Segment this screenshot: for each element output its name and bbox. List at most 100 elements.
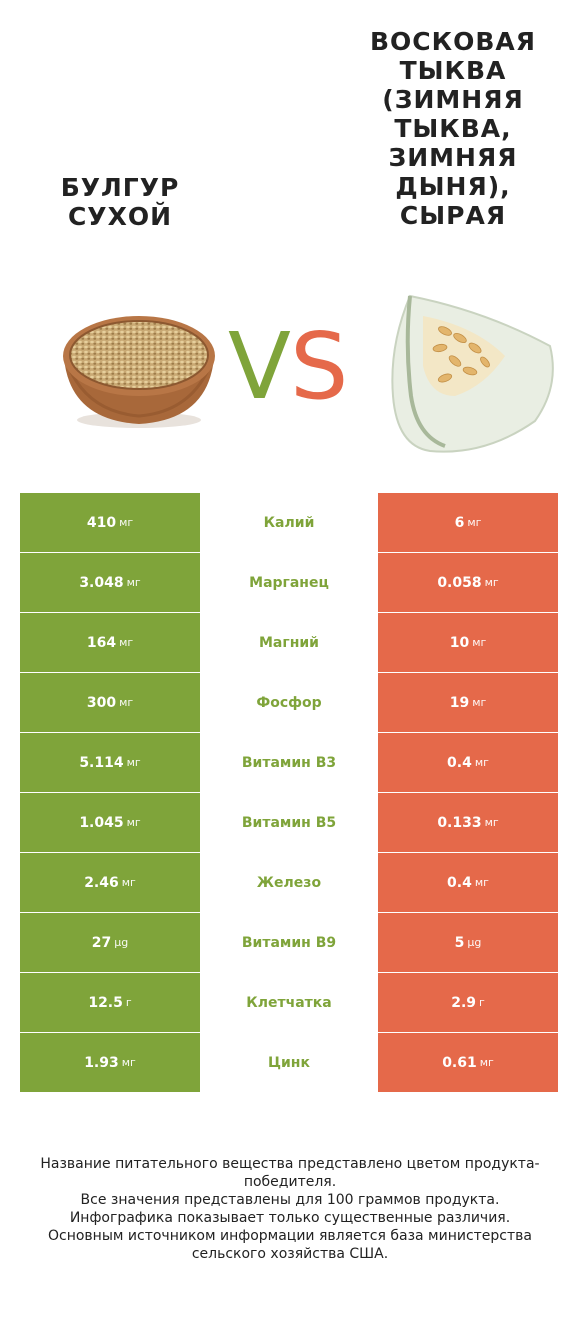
bulgur-bowl-image <box>63 316 215 428</box>
right-unit: мг <box>467 516 482 529</box>
nutrient-name: Калий <box>200 493 378 553</box>
row-separator <box>20 612 558 613</box>
right-value-cell: 0.133 мг <box>378 793 558 852</box>
left-value-cell: 1.93 мг <box>20 1033 200 1092</box>
left-value: 164 <box>86 634 117 651</box>
left-value-cell: 1.045 мг <box>20 793 200 852</box>
left-value-cell: 27 µg <box>20 913 200 972</box>
left-value: 12.5 <box>88 994 123 1011</box>
left-value-cell: 5.114 мг <box>20 733 200 792</box>
left-value-cell: 300 мг <box>20 673 200 732</box>
right-unit: µg <box>467 936 482 949</box>
right-value-cell: 0.61 мг <box>378 1033 558 1092</box>
table-row: 2.46 мг Железо 0.4 мг <box>20 853 558 913</box>
nutrient-name: Витамин B9 <box>200 913 378 973</box>
table-row: 1.93 мг Цинк 0.61 мг <box>20 1033 558 1093</box>
left-value: 300 <box>86 694 117 711</box>
right-value-cell: 19 мг <box>378 673 558 732</box>
left-unit: мг <box>119 636 134 649</box>
right-value: 0.4 <box>447 874 472 891</box>
nutrient-name: Магний <box>200 613 378 673</box>
left-value: 1.045 <box>79 814 124 831</box>
footer-line: Основным источником информации является … <box>48 1228 532 1262</box>
left-food-title: БУЛГУР СУХОЙ <box>60 173 180 231</box>
left-value-cell: 164 мг <box>20 613 200 672</box>
nutrient-name: Марганец <box>200 553 378 613</box>
left-value-cell: 2.46 мг <box>20 853 200 912</box>
vs-right-letter: S <box>290 322 348 406</box>
row-separator <box>20 972 558 973</box>
right-value: 2.9 <box>451 994 477 1011</box>
vs-left-letter: V <box>228 322 291 406</box>
left-unit: мг <box>121 1056 136 1069</box>
table-row: 164 мг Магний 10 мг <box>20 613 558 673</box>
versus-mark: V S <box>228 322 348 406</box>
table-row: 1.045 мг Витамин B5 0.133 мг <box>20 793 558 853</box>
right-value: 6 <box>454 514 465 531</box>
right-value: 0.058 <box>437 574 482 591</box>
right-value-cell: 10 мг <box>378 613 558 672</box>
left-value: 3.048 <box>79 574 124 591</box>
right-unit: мг <box>484 816 499 829</box>
left-unit: мг <box>121 876 136 889</box>
left-value: 2.46 <box>84 874 119 891</box>
right-unit: мг <box>479 1056 494 1069</box>
row-separator <box>20 672 558 673</box>
left-unit: мг <box>126 756 141 769</box>
left-unit: мг <box>126 576 141 589</box>
footer-line: Название питательного вещества представл… <box>40 1156 540 1190</box>
left-unit: мг <box>119 696 134 709</box>
right-value: 5 <box>454 934 465 951</box>
right-value-cell: 0.4 мг <box>378 733 558 792</box>
nutrient-name: Витамин B5 <box>200 793 378 853</box>
left-value: 1.93 <box>84 1054 119 1071</box>
row-separator <box>20 912 558 913</box>
left-unit: мг <box>126 816 141 829</box>
left-unit: г <box>125 996 132 1009</box>
table-row: 27 µg Витамин B9 5 µg <box>20 913 558 973</box>
right-value-cell: 0.4 мг <box>378 853 558 912</box>
left-value: 5.114 <box>79 754 124 771</box>
right-unit: мг <box>474 876 489 889</box>
left-value: 27 <box>91 934 112 951</box>
right-value: 19 <box>449 694 470 711</box>
right-value-cell: 2.9 г <box>378 973 558 1032</box>
right-food-title: ВОСКОВАЯ ТЫКВА (ЗИМНЯЯ ТЫКВА, ЗИМНЯЯ ДЫН… <box>370 27 536 230</box>
left-unit: мг <box>119 516 134 529</box>
left-value: 410 <box>86 514 117 531</box>
right-value-cell: 6 мг <box>378 493 558 552</box>
table-row: 410 мг Калий 6 мг <box>20 493 558 553</box>
right-value-cell: 0.058 мг <box>378 553 558 612</box>
footer-notes: Название питательного вещества представл… <box>20 1155 560 1263</box>
table-row: 12.5 г Клетчатка 2.9 г <box>20 973 558 1033</box>
nutrient-name: Железо <box>200 853 378 913</box>
row-separator <box>20 1092 558 1093</box>
right-unit: мг <box>484 576 499 589</box>
table-row: 300 мг Фосфор 19 мг <box>20 673 558 733</box>
footer-line: Инфографика показывает только существенн… <box>69 1210 511 1226</box>
nutrient-comparison-table: 410 мг Калий 6 мг 3.048 мг Марганец 0.058 мг 164 мг… <box>20 493 558 1093</box>
nutrient-name: Клетчатка <box>200 973 378 1033</box>
right-unit: г <box>479 996 485 1009</box>
nutrient-name: Витамин B3 <box>200 733 378 793</box>
row-separator <box>20 852 558 853</box>
footer-line: Все значения представлены для 100 граммо… <box>80 1192 500 1208</box>
row-separator <box>20 732 558 733</box>
row-separator <box>20 552 558 553</box>
left-value-cell: 410 мг <box>20 493 200 552</box>
left-unit: µg <box>114 936 129 949</box>
right-value: 10 <box>449 634 470 651</box>
row-separator <box>20 1032 558 1033</box>
right-unit: мг <box>472 636 487 649</box>
row-separator <box>20 792 558 793</box>
right-unit: мг <box>472 696 487 709</box>
nutrient-name: Цинк <box>200 1033 378 1093</box>
right-value: 0.61 <box>442 1054 477 1071</box>
right-value-cell: 5 µg <box>378 913 558 972</box>
right-value: 0.133 <box>437 814 482 831</box>
right-value: 0.4 <box>447 754 472 771</box>
left-value-cell: 3.048 мг <box>20 553 200 612</box>
table-row: 3.048 мг Марганец 0.058 мг <box>20 553 558 613</box>
left-value-cell: 12.5 г <box>20 973 200 1032</box>
table-row: 5.114 мг Витамин B3 0.4 мг <box>20 733 558 793</box>
